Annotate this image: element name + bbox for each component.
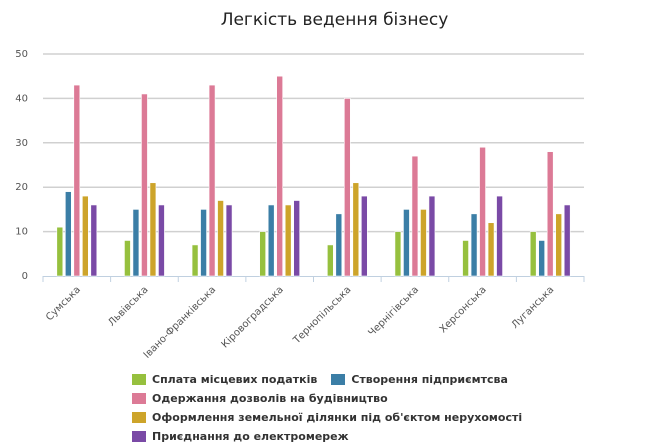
bar[interactable] bbox=[403, 209, 410, 277]
y-tick-label: 20 bbox=[15, 182, 28, 193]
legend-swatch-icon bbox=[132, 431, 146, 442]
legend-swatch-icon bbox=[132, 393, 146, 404]
bar[interactable] bbox=[259, 231, 266, 277]
x-tick-label: Івано-Франківська bbox=[141, 284, 218, 361]
y-tick-label: 50 bbox=[15, 49, 28, 60]
bar[interactable] bbox=[420, 209, 427, 277]
bar[interactable] bbox=[563, 204, 571, 277]
bar[interactable] bbox=[479, 146, 486, 277]
bar[interactable] bbox=[267, 204, 275, 277]
bar[interactable] bbox=[428, 195, 436, 277]
bar[interactable] bbox=[200, 209, 207, 277]
legend-swatch-icon bbox=[132, 412, 146, 423]
bar[interactable] bbox=[225, 204, 233, 277]
bar[interactable] bbox=[149, 182, 157, 277]
bar[interactable] bbox=[276, 75, 283, 277]
bar[interactable] bbox=[555, 213, 562, 277]
legend-item[interactable]: Одержання дозволів на будівництво bbox=[132, 392, 388, 405]
bar[interactable] bbox=[293, 200, 300, 277]
x-tick-label: Сумська bbox=[44, 284, 83, 323]
legend-label: Приєднання до електромереж bbox=[152, 430, 349, 443]
x-tick-label: Львівська bbox=[106, 284, 151, 329]
bar[interactable] bbox=[132, 209, 140, 277]
bar[interactable] bbox=[191, 244, 199, 277]
bar[interactable] bbox=[90, 204, 98, 277]
bar[interactable] bbox=[411, 155, 419, 277]
bar[interactable] bbox=[73, 84, 81, 277]
legend-row: Приєднання до електромереж bbox=[132, 427, 536, 446]
y-tick-label: 30 bbox=[15, 138, 28, 149]
y-tick-label: 0 bbox=[22, 271, 28, 282]
x-tick-label: Тернопільська bbox=[290, 284, 353, 347]
legend-row: Оформлення земельної ділянки під об'єкто… bbox=[132, 408, 536, 427]
bar[interactable] bbox=[82, 195, 89, 277]
legend-swatch-icon bbox=[331, 374, 346, 385]
chart-title: Легкість ведення бізнесу bbox=[220, 10, 449, 30]
legend-row: Сплата місцевих податків Створення підпри… bbox=[132, 370, 536, 389]
bar[interactable] bbox=[496, 195, 503, 277]
y-tick-label: 10 bbox=[15, 227, 28, 238]
x-tick-label: Херсонська bbox=[438, 284, 489, 335]
legend-swatch-icon bbox=[132, 374, 146, 385]
bar[interactable] bbox=[344, 98, 351, 277]
bar[interactable] bbox=[538, 240, 545, 277]
chart-plot-area: 0 10 20 30 40 50 Сумська ЛьвівськаІвано-Франків… bbox=[15, 49, 585, 361]
bar[interactable] bbox=[284, 204, 292, 277]
legend-item[interactable]: Сплата місцевих податків bbox=[132, 373, 317, 386]
bar[interactable] bbox=[470, 213, 478, 277]
x-tick-label: Кіровоградська bbox=[219, 284, 286, 351]
chart-legend: Сплата місцевих податків Створення підпри… bbox=[132, 370, 536, 446]
bar[interactable] bbox=[361, 195, 368, 277]
bar[interactable] bbox=[335, 213, 343, 277]
legend-label: Створення підприємтсва bbox=[351, 373, 508, 386]
x-tick-label: Луганська bbox=[510, 284, 557, 331]
legend-item[interactable]: Приєднання до електромереж bbox=[132, 430, 349, 443]
bar[interactable] bbox=[546, 151, 554, 277]
bar[interactable] bbox=[124, 240, 131, 277]
bar[interactable] bbox=[208, 84, 216, 277]
legend-item[interactable]: Оформлення земельної ділянки під об'єкто… bbox=[132, 411, 522, 424]
x-tick-label: Чернігівська bbox=[366, 284, 421, 339]
legend-row: Одержання дозволів на будівництво bbox=[132, 389, 536, 408]
bar[interactable] bbox=[352, 182, 360, 277]
legend-item[interactable]: Створення підприємтсва bbox=[331, 373, 508, 386]
bar[interactable] bbox=[65, 191, 72, 277]
bar[interactable] bbox=[217, 200, 224, 277]
bar[interactable] bbox=[487, 222, 495, 277]
legend-label: Одержання дозволів на будівництво bbox=[152, 392, 388, 405]
legend-label: Сплата місцевих податків bbox=[152, 373, 318, 386]
bar[interactable] bbox=[529, 231, 537, 277]
bar[interactable] bbox=[327, 244, 334, 277]
bar[interactable] bbox=[56, 226, 64, 277]
y-tick-label: 40 bbox=[15, 93, 28, 104]
legend-label: Оформлення земельної ділянки під об'єкто… bbox=[152, 411, 523, 424]
bar[interactable] bbox=[462, 240, 469, 277]
bar[interactable] bbox=[158, 204, 165, 277]
bar[interactable] bbox=[141, 93, 148, 277]
bar[interactable] bbox=[394, 231, 402, 277]
